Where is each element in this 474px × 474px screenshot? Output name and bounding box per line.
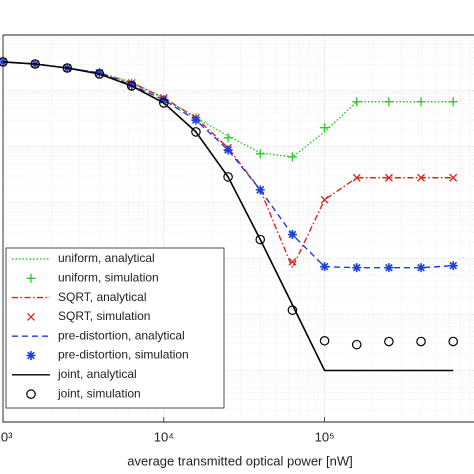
legend-label: uniform, analytical [58, 251, 155, 265]
marker [126, 81, 137, 91]
marker [352, 173, 361, 182]
marker [223, 133, 233, 143]
marker [94, 68, 104, 78]
legend-label: pre-distortion, analytical [58, 328, 185, 342]
marker [449, 173, 458, 182]
legend-marker [26, 273, 36, 283]
marker [287, 152, 297, 162]
marker [320, 195, 329, 204]
marker [448, 97, 458, 107]
marker [158, 98, 169, 108]
marker [223, 172, 233, 182]
axis-frame [2, 34, 474, 423]
marker [159, 95, 169, 105]
marker [287, 230, 297, 240]
legend-label: joint, analytical [57, 367, 137, 381]
marker [320, 123, 330, 133]
marker [287, 305, 298, 315]
legend-label: pre-distortion, simulation [58, 348, 189, 362]
marker [416, 336, 426, 347]
marker [288, 257, 297, 266]
marker [127, 80, 137, 90]
series-line [2, 61, 454, 270]
legend-box [5, 247, 225, 409]
marker [417, 173, 425, 182]
legend-label: SQRT, analytical [58, 290, 146, 304]
x-tick-label: 10⁴ [154, 429, 174, 444]
marker [416, 263, 426, 273]
marker [351, 339, 362, 350]
legend-label: uniform, simulation [58, 270, 159, 284]
marker [94, 69, 105, 79]
series-line [2, 61, 454, 269]
marker [384, 97, 394, 107]
series-line [2, 61, 454, 372]
marker [384, 173, 393, 182]
x-tick-label: 10³ [0, 429, 13, 444]
marker [319, 335, 330, 346]
marker [384, 263, 394, 273]
series-line [2, 61, 454, 158]
marker [223, 145, 233, 155]
legend-marker [27, 312, 35, 321]
marker [191, 115, 201, 125]
legend-marker [26, 351, 36, 360]
legend-label: SQRT, simulation [58, 309, 150, 323]
marker [352, 263, 362, 273]
marker [448, 336, 458, 347]
marker [255, 185, 265, 195]
marker [255, 149, 265, 159]
marker [30, 59, 40, 69]
marker [352, 97, 362, 107]
marker [320, 262, 330, 272]
legend-label: joint, simulation [57, 386, 141, 400]
marker [448, 261, 458, 271]
marker [0, 57, 8, 67]
marker [384, 336, 394, 347]
marker [416, 97, 426, 107]
x-axis-label: average transmitted optical power [nW] [127, 453, 352, 468]
marker [255, 234, 266, 245]
x-tick-label: 10⁵ [315, 429, 335, 444]
marker [62, 63, 73, 73]
marker [191, 127, 201, 137]
legend-marker [26, 389, 36, 399]
